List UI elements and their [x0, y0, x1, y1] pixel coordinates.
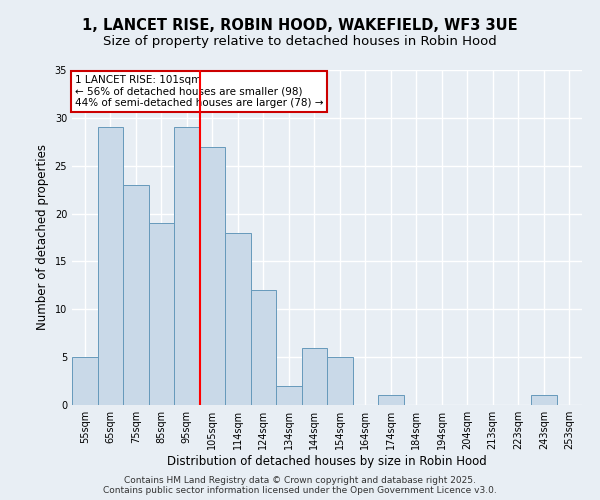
Bar [378, 396, 404, 405]
Bar [149, 223, 174, 405]
Bar [251, 290, 276, 405]
Bar [276, 386, 302, 405]
X-axis label: Distribution of detached houses by size in Robin Hood: Distribution of detached houses by size … [167, 455, 487, 468]
Bar [97, 128, 123, 405]
Bar [199, 146, 225, 405]
Bar [302, 348, 327, 405]
Bar [225, 232, 251, 405]
Bar [531, 396, 557, 405]
Bar [123, 185, 149, 405]
Text: Size of property relative to detached houses in Robin Hood: Size of property relative to detached ho… [103, 35, 497, 48]
Text: Contains HM Land Registry data © Crown copyright and database right 2025.
Contai: Contains HM Land Registry data © Crown c… [103, 476, 497, 495]
Bar [72, 357, 97, 405]
Text: 1 LANCET RISE: 101sqm
← 56% of detached houses are smaller (98)
44% of semi-deta: 1 LANCET RISE: 101sqm ← 56% of detached … [74, 75, 323, 108]
Bar [327, 357, 353, 405]
Text: 1, LANCET RISE, ROBIN HOOD, WAKEFIELD, WF3 3UE: 1, LANCET RISE, ROBIN HOOD, WAKEFIELD, W… [82, 18, 518, 32]
Y-axis label: Number of detached properties: Number of detached properties [36, 144, 49, 330]
Bar [174, 128, 199, 405]
